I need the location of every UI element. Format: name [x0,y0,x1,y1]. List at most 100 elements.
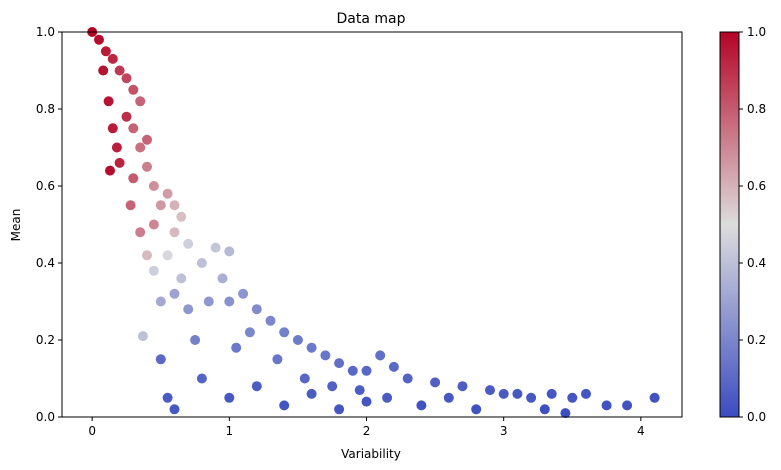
scatter-point [142,250,152,261]
scatter-point [512,388,523,399]
scatter-point [299,373,310,384]
scatter-point [224,296,235,307]
scatter-point [155,200,166,211]
scatter-point [121,73,132,84]
scatter-point [251,381,262,392]
colorbar-tick-label: 0.4 [747,256,766,270]
scatter-point [94,34,104,45]
scatter-point [121,111,132,122]
colorbar-tick-label: 0.8 [747,102,766,116]
scatter-point [196,258,207,268]
scatter-point [162,392,173,403]
scatter-point [320,350,331,361]
scatter-point [546,388,557,399]
scatter-point [107,53,118,64]
scatter-point [196,373,207,384]
scatter-point [135,142,146,153]
scatter-point [190,335,201,345]
scatter-point [622,400,633,411]
y-tick-label: 0.0 [36,410,55,424]
scatter-point [128,123,139,134]
y-tick-label: 0.6 [36,179,55,193]
scatter-point [148,219,159,230]
scatter-point [354,385,365,396]
scatter-point [244,327,255,338]
scatter-point [114,157,125,168]
scatter-point [581,388,591,399]
scatter-point [560,408,571,419]
scatter-point [176,273,187,284]
scatter-point [148,265,159,276]
scatter-point [135,227,146,238]
y-tick-label: 0.8 [36,102,55,116]
x-axis-ticks: 0 1 2 3 4 [88,417,645,438]
y-tick-label: 0.2 [36,333,55,347]
scatter-point [203,296,214,307]
scatter-point [334,358,345,369]
scatter-point [169,200,180,211]
scatter-point [169,404,180,415]
scatter-point [251,304,262,315]
scatter-point [224,246,235,257]
scatter-point [361,396,372,407]
scatter-point [183,304,194,315]
colorbar-tick-label: 0.0 [747,410,766,424]
scatter-point [539,404,550,415]
scatter-point [100,46,111,57]
scatter-point [176,211,187,222]
y-tick-label: 0.4 [36,256,55,270]
scatter-point [443,392,454,403]
plot-area-frame [61,31,683,418]
colorbar-tick-label: 0.6 [747,179,766,193]
scatter-point [402,373,413,384]
scatter-point [279,327,290,338]
scatter-point [107,123,118,134]
x-tick-label: 2 [363,424,371,438]
y-tick-label: 1.0 [36,25,55,39]
scatter-point [238,288,249,299]
colorbar-tick-label: 0.2 [747,333,766,347]
scatter-point [388,361,399,372]
y-axis-label: Mean [9,209,23,242]
scatter-point [601,400,612,411]
scatter-point [334,404,345,415]
scatter-point [567,392,578,403]
scatter-point [224,392,235,403]
scatter-point [155,296,166,307]
x-tick-label: 1 [226,424,234,438]
scatter-point [148,181,159,191]
scatter-point [327,381,338,392]
scatter-points [87,27,660,419]
scatter-point [526,392,537,403]
scatter-point [98,65,109,76]
x-axis-label: Variability [341,447,401,461]
scatter-point [430,377,441,388]
x-tick-label: 0 [88,424,96,438]
scatter-point [105,165,115,176]
scatter-point [103,96,114,107]
x-tick-label: 3 [500,424,508,438]
scatter-point [169,227,180,238]
x-tick-label: 4 [637,424,645,438]
scatter-point [125,200,136,211]
scatter-point [272,354,283,365]
scatter-point [183,238,194,249]
scatter-point [155,354,166,365]
scatter-point [169,288,180,299]
colorbar [719,31,740,418]
scatter-point [162,250,173,261]
scatter-point [210,242,221,253]
scatter-point [485,385,495,396]
scatter-point [279,400,290,411]
scatter-point [265,315,276,326]
scatter-point [128,84,139,95]
scatter-point [135,96,146,107]
scatter-point [142,161,152,172]
scatter-point [347,365,358,376]
scatter-point [361,365,372,376]
y-axis-ticks: 0.0 0.2 0.4 0.6 0.8 1.0 [36,25,62,424]
colorbar-tick-label: 1.0 [747,25,766,39]
scatter-point [217,273,228,284]
scatter-point [111,142,122,153]
scatter-point [114,65,125,76]
